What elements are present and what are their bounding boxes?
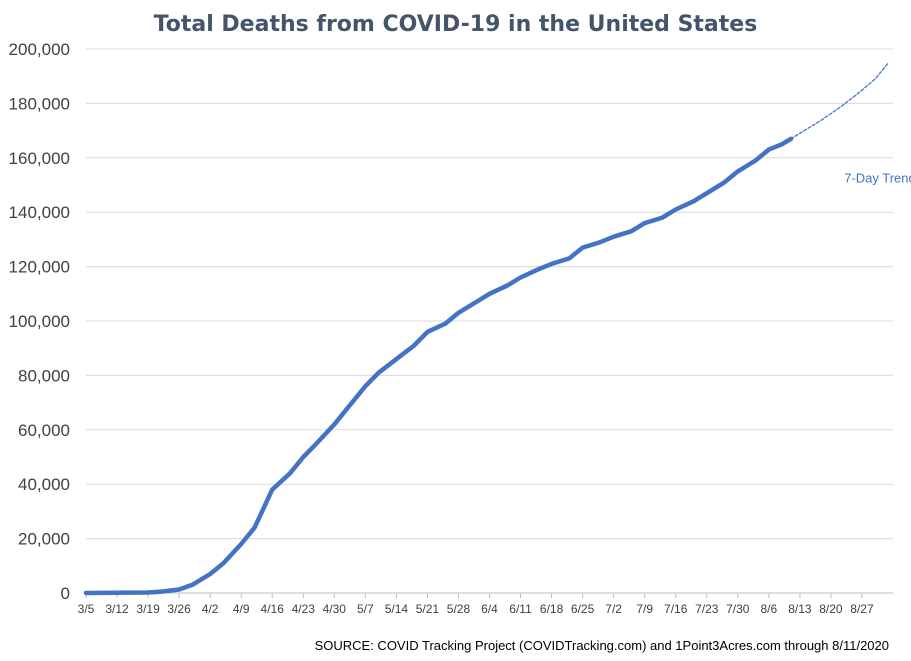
x-tick-label: 4/9 [233, 602, 250, 616]
deaths-line [83, 136, 794, 596]
x-tick-label: 6/11 [509, 602, 532, 616]
y-tick-label: 40,000 [18, 475, 70, 494]
y-tick-label: 80,000 [18, 366, 70, 385]
x-tick-label: 8/27 [850, 602, 874, 616]
y-tick-label: 20,000 [18, 530, 70, 549]
series-lines [83, 61, 890, 596]
x-tick-label: 5/21 [416, 602, 440, 616]
x-tick-label: 8/6 [761, 602, 778, 616]
x-tick-label: 7/23 [695, 602, 719, 616]
x-tick-label: 3/5 [78, 602, 95, 616]
gridlines [86, 48, 893, 540]
y-tick-label: 200,000 [9, 40, 70, 59]
y-tick-label: 0 [61, 584, 70, 603]
trend-annotation: 7-Day Trend [844, 170, 911, 185]
x-tick-label: 8/20 [819, 602, 843, 616]
x-tick-label: 5/14 [385, 602, 409, 616]
x-tick-label: 7/9 [636, 602, 653, 616]
x-tick-label: 4/16 [261, 602, 285, 616]
x-tick-label: 8/13 [788, 602, 812, 616]
x-tick-label: 5/28 [447, 602, 471, 616]
source-note: SOURCE: COVID Tracking Project (COVIDTra… [314, 638, 889, 653]
x-axis-ticks: 3/5 3/12 3/19 3/26 4/2 4/9 4/16 4/23 4/30 5/7 5/14… [78, 602, 874, 616]
x-tick-label: 7/2 [605, 602, 622, 616]
y-axis-ticks: 0 20,000 40,000 60,000 80,000 100,000 120,000 1… [9, 40, 70, 603]
x-tick-label: 3/19 [136, 602, 160, 616]
trend-line [790, 61, 890, 140]
y-tick-label: 100,000 [9, 312, 70, 331]
x-tick-label: 5/7 [357, 602, 374, 616]
annotations: 7-Day Trend [844, 170, 911, 185]
x-tick-label: 3/12 [105, 602, 129, 616]
x-tick-label: 4/23 [292, 602, 316, 616]
y-tick-label: 60,000 [18, 421, 70, 440]
x-tick-label: 3/26 [167, 602, 191, 616]
chart-title: Total Deaths from COVID-19 in the United… [153, 12, 758, 37]
x-tick-label: 7/30 [726, 602, 750, 616]
x-tick-label: 6/18 [540, 602, 564, 616]
x-tick-label: 6/25 [571, 602, 595, 616]
x-tick-label: 6/4 [481, 602, 498, 616]
y-tick-label: 120,000 [9, 258, 70, 277]
axes [85, 592, 893, 598]
y-tick-label: 140,000 [9, 203, 70, 222]
x-tick-label: 7/16 [664, 602, 688, 616]
x-tick-label: 4/30 [323, 602, 347, 616]
x-tick-label: 4/2 [202, 602, 219, 616]
y-tick-label: 180,000 [9, 94, 70, 113]
y-tick-label: 160,000 [9, 149, 70, 168]
